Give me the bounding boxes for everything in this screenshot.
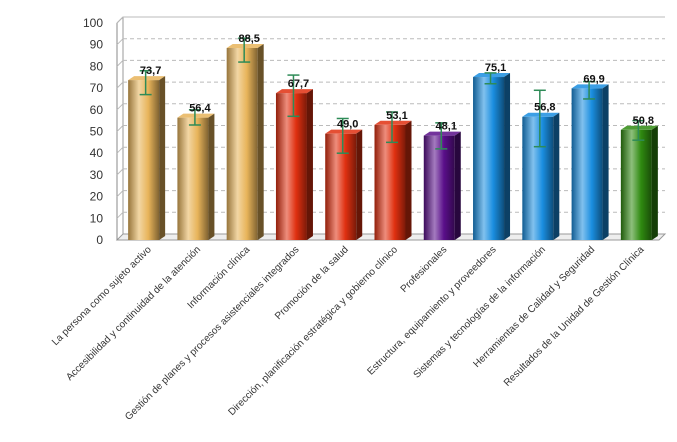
value-label: 56,8 bbox=[534, 102, 555, 114]
bar-side bbox=[257, 43, 264, 240]
value-label: 56,4 bbox=[189, 103, 211, 115]
error-bar bbox=[484, 72, 497, 85]
bar bbox=[177, 113, 215, 240]
bar-body bbox=[325, 133, 357, 240]
error-bar bbox=[533, 89, 546, 148]
bar bbox=[128, 76, 166, 240]
bar-body bbox=[177, 117, 209, 240]
error-bar bbox=[632, 119, 645, 141]
y-tick-label: 50 bbox=[90, 125, 104, 139]
bar-side bbox=[306, 89, 313, 240]
value-label: 67,7 bbox=[288, 78, 309, 90]
bar-side bbox=[454, 131, 461, 240]
bar-body bbox=[571, 88, 603, 240]
bar bbox=[374, 120, 412, 240]
bar-side bbox=[553, 112, 560, 240]
bar-top bbox=[571, 84, 609, 89]
value-label: 53,1 bbox=[386, 110, 407, 122]
bar-top bbox=[473, 73, 511, 78]
bar-top bbox=[423, 131, 461, 136]
bar-top bbox=[128, 76, 166, 81]
bar bbox=[620, 125, 658, 240]
bar-top bbox=[522, 112, 560, 117]
gridline-side bbox=[116, 81, 124, 89]
error-bar bbox=[336, 117, 349, 154]
y-tick-label: 20 bbox=[90, 190, 104, 204]
gridline-side bbox=[116, 168, 124, 176]
value-label: 88,5 bbox=[238, 33, 259, 45]
y-tick-label: 40 bbox=[90, 146, 104, 160]
bar-body bbox=[473, 77, 505, 241]
bar bbox=[275, 89, 313, 240]
bar-side bbox=[405, 120, 412, 240]
bar-body bbox=[620, 129, 652, 240]
bar-body bbox=[226, 47, 258, 240]
bar-side bbox=[159, 76, 166, 240]
gridline-side bbox=[116, 38, 124, 46]
error-bar bbox=[435, 122, 448, 150]
bar bbox=[571, 84, 609, 240]
y-axis-ticks: 0 10 20 30 40 50 60 70 80 90 100 bbox=[83, 16, 103, 247]
bar-body bbox=[522, 116, 554, 240]
bar-body bbox=[128, 80, 160, 240]
error-bar bbox=[287, 74, 300, 118]
bar-top bbox=[275, 89, 313, 94]
category-label: Gestión de planes y procesos asistencial… bbox=[123, 244, 301, 422]
bar-top bbox=[374, 120, 412, 125]
bar-side bbox=[356, 129, 363, 240]
bar bbox=[522, 112, 560, 240]
bar-top bbox=[177, 113, 215, 118]
gridline-side bbox=[116, 103, 124, 111]
bar-side bbox=[651, 125, 658, 240]
category-label: Profesionales bbox=[399, 244, 450, 295]
gridline-side bbox=[116, 211, 124, 219]
category-label: Dirección, planificación estratégica y g… bbox=[226, 244, 400, 418]
bar bbox=[325, 129, 363, 240]
y-tick-label: 80 bbox=[90, 59, 104, 73]
category-labels: La persona como sujeto activoAccesibilid… bbox=[50, 244, 647, 423]
error-bar bbox=[188, 109, 201, 126]
gridline-side bbox=[116, 16, 124, 24]
y-tick-label: 30 bbox=[90, 168, 104, 182]
y-tick-label: 60 bbox=[90, 103, 104, 117]
bar-body bbox=[275, 93, 307, 240]
value-labels: 73,7 56,4 88,5 67,7 49,0 53,1 48,1 75,1 56,8 69,9… bbox=[140, 33, 654, 133]
value-label: 49,0 bbox=[337, 119, 358, 131]
bar-side bbox=[504, 73, 511, 241]
bar bbox=[423, 131, 461, 240]
category-label: La persona como sujeto activo bbox=[50, 244, 154, 348]
gridline-side bbox=[116, 60, 124, 67]
gridline-side bbox=[116, 146, 124, 154]
error-bar bbox=[139, 69, 152, 96]
bar-body bbox=[423, 135, 455, 240]
error-bars bbox=[139, 37, 645, 154]
bar-top bbox=[325, 129, 363, 134]
y-tick-label: 0 bbox=[96, 233, 103, 247]
y-tick-label: 100 bbox=[83, 16, 103, 30]
value-label: 69,9 bbox=[583, 73, 604, 85]
bar-top bbox=[226, 43, 264, 48]
y-tick-label: 70 bbox=[90, 81, 104, 95]
bar bbox=[226, 43, 264, 240]
value-label: 48,1 bbox=[436, 121, 457, 133]
error-bar bbox=[238, 37, 251, 63]
bar-side bbox=[602, 84, 609, 240]
error-bar bbox=[386, 111, 398, 144]
y-tick-label: 10 bbox=[90, 211, 104, 225]
bar bbox=[473, 73, 511, 241]
bar-side bbox=[208, 113, 215, 240]
value-label: 75,1 bbox=[485, 62, 506, 74]
gridline-side bbox=[116, 125, 124, 132]
bars bbox=[128, 43, 658, 241]
bar-top bbox=[620, 125, 658, 130]
value-label: 73,7 bbox=[140, 65, 161, 77]
value-label: 50,8 bbox=[633, 115, 654, 127]
y-tick-label: 90 bbox=[90, 38, 104, 52]
gridline-side bbox=[116, 190, 124, 197]
bar-body bbox=[374, 124, 406, 240]
error-bar bbox=[583, 80, 596, 100]
